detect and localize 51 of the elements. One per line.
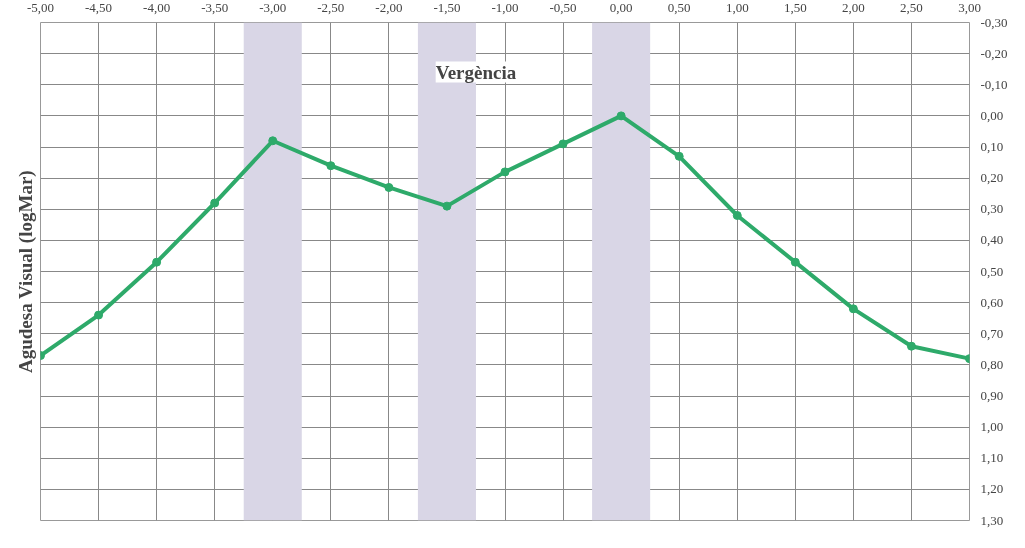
y-tick-label: -0,10 xyxy=(980,76,1008,92)
y-tick-label: -0,20 xyxy=(980,45,1008,61)
point xyxy=(616,111,626,121)
y-tick-label: 0,20 xyxy=(980,170,1004,186)
x-tick-label: 2,00 xyxy=(842,0,865,15)
point xyxy=(500,167,510,177)
point xyxy=(674,151,684,161)
point xyxy=(268,136,278,146)
x-tick-label: 3,00 xyxy=(958,0,981,15)
x-tick-label: -1,00 xyxy=(491,0,519,15)
y-tick-label: 1,00 xyxy=(980,419,1004,435)
y-axis-title: Agudesa Visual (logMar) xyxy=(14,170,37,374)
point xyxy=(790,257,800,267)
x-tick-label: 0,50 xyxy=(667,0,691,15)
point xyxy=(906,341,916,351)
y-tick-label: 0,00 xyxy=(980,107,1004,123)
x-tick-label: -3,00 xyxy=(259,0,287,15)
y-tick-label: 0,70 xyxy=(980,325,1004,341)
y-tick-label: 0,50 xyxy=(980,263,1004,279)
y-tick-label: 1,20 xyxy=(980,481,1004,497)
y-tick-label: 1,30 xyxy=(980,512,1004,528)
point xyxy=(442,201,452,211)
text: Vergència xyxy=(435,61,517,83)
y-tick-label: 1,10 xyxy=(980,450,1004,466)
point xyxy=(152,257,162,267)
point xyxy=(848,304,858,314)
y-tick-label: 0,90 xyxy=(980,388,1004,403)
y-tick-label: 0,40 xyxy=(980,232,1004,248)
point xyxy=(732,210,742,220)
x-tick-label: 2,50 xyxy=(900,0,923,15)
point xyxy=(94,310,104,320)
x-tick-label: -4,50 xyxy=(85,0,113,15)
point xyxy=(210,198,220,208)
x-tick-label: -0,50 xyxy=(549,0,577,15)
point xyxy=(558,139,568,149)
x-tick-label: 0,00 xyxy=(609,0,633,15)
x-tick-label: -5,00 xyxy=(26,0,55,15)
y-tick-label: -0,30 xyxy=(980,14,1008,30)
y-tick-label: 0,10 xyxy=(980,139,1004,154)
y-tick-label: 0,60 xyxy=(980,294,1004,310)
y-tick-label: 0,80 xyxy=(980,356,1004,372)
x-tick-label: -1,50 xyxy=(433,0,461,15)
x-tick-label: -3,50 xyxy=(201,0,229,15)
x-tick-label: 1,00 xyxy=(725,0,749,15)
y-tick-label: 0,30 xyxy=(980,201,1004,217)
x-tick-label: -4,00 xyxy=(143,0,171,15)
x-tick-label: 1,50 xyxy=(783,0,807,15)
x-tick-label: -2,00 xyxy=(375,0,403,15)
point xyxy=(326,161,336,171)
x-tick-label: -2,50 xyxy=(317,0,345,15)
point xyxy=(384,182,394,192)
